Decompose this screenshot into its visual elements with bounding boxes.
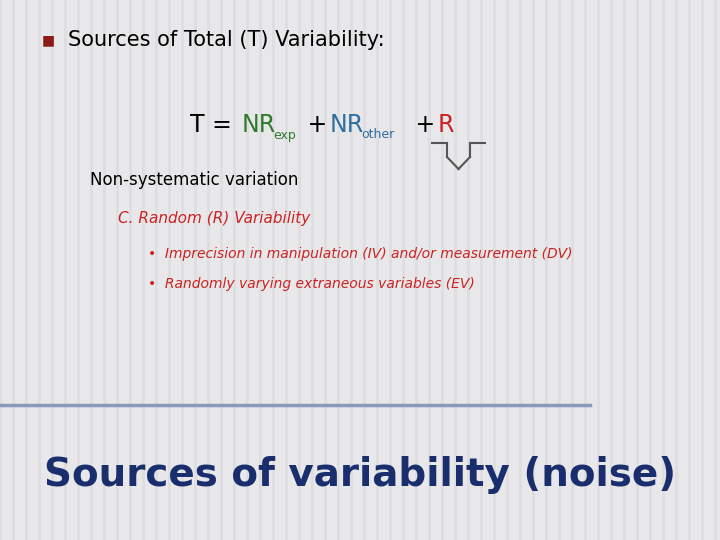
Text: exp: exp (273, 129, 296, 141)
Text: •  Randomly varying extraneous variables (EV): • Randomly varying extraneous variables … (148, 277, 474, 291)
Text: T =: T = (190, 113, 239, 137)
Text: Sources of variability (noise): Sources of variability (noise) (44, 456, 676, 494)
Text: Non-systematic variation: Non-systematic variation (90, 171, 298, 189)
Text: +: + (300, 113, 335, 137)
Text: ■: ■ (42, 33, 55, 47)
Text: +: + (408, 113, 436, 137)
Text: C. Random (R) Variability: C. Random (R) Variability (118, 211, 310, 226)
Text: R: R (438, 113, 454, 137)
Text: Sources of Total (T) Variability:: Sources of Total (T) Variability: (68, 30, 384, 50)
Text: •  Imprecision in manipulation (IV) and/or measurement (DV): • Imprecision in manipulation (IV) and/o… (148, 247, 572, 261)
Text: other: other (361, 129, 395, 141)
Text: NR: NR (242, 113, 276, 137)
Text: NR: NR (330, 113, 364, 137)
